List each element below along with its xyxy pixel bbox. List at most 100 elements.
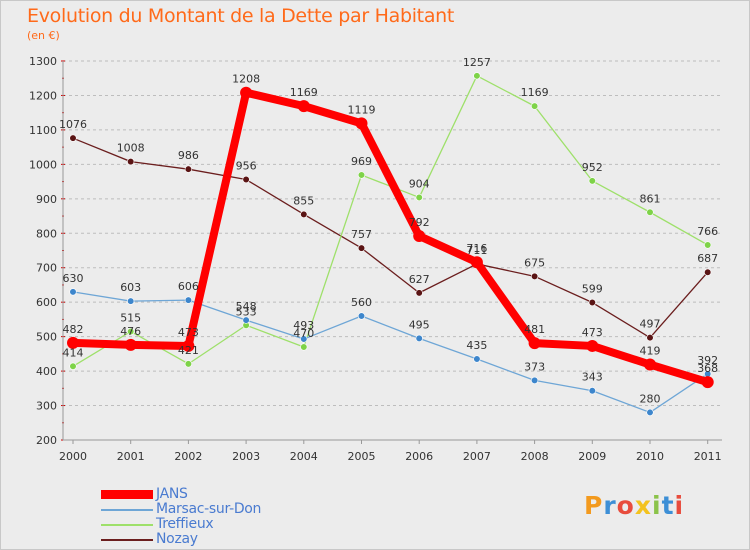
data-point-marsac-sur-don [646,408,654,417]
data-label-jans: 1169 [290,86,318,99]
data-label-treffieux: 421 [178,344,199,357]
y-tick-label: 700 [36,262,57,275]
legend-label-treffieux: Treffieux [156,516,214,532]
data-point-treffieux [415,193,423,202]
data-label-nozay: 675 [524,256,545,269]
data-point-treffieux [530,102,539,110]
x-tick-label: 2010 [636,450,664,463]
data-point-jans [182,339,195,352]
data-label-jans: 473 [582,326,603,339]
y-tick-label: 400 [36,365,57,378]
data-point-nozay [127,158,135,166]
data-label-nozay: 687 [697,252,718,265]
data-point-nozay [588,298,596,307]
data-point-nozay [69,134,77,142]
data-label-nozay: 1076 [59,118,87,131]
data-label-treffieux: 969 [351,155,372,168]
data-label-jans: 1208 [232,73,260,86]
data-point-marsac-sur-don [473,355,481,363]
x-tick-label: 2007 [463,450,491,463]
data-label-treffieux: 904 [409,177,430,190]
data-point-nozay [357,244,366,252]
data-label-treffieux: 1257 [463,56,491,69]
data-label-treffieux: 952 [582,161,603,174]
data-label-jans: 716 [466,242,487,255]
proxiti-logo: Proxiti [584,491,685,520]
data-label-jans: 368 [697,362,718,375]
x-tick-label: 2009 [578,450,606,463]
data-label-jans: 476 [120,325,141,338]
legend-swatch-marsac-sur-don [101,509,153,511]
x-tick-label: 2001 [117,450,145,463]
data-point-jans [644,358,656,371]
data-point-nozay [704,268,712,276]
data-label-nozay: 1008 [117,142,145,155]
data-label-marsac-sur-don: 606 [178,280,199,293]
data-point-marsac-sur-don [127,297,135,305]
y-tick-label: 1200 [29,89,57,102]
legend-swatch-treffieux [101,524,153,526]
data-point-treffieux [127,327,135,336]
data-label-treffieux: 414 [63,346,84,359]
x-tick-label: 2003 [232,450,260,463]
data-label-nozay: 757 [351,228,372,241]
data-label-jans: 481 [524,323,545,336]
y-tick-label: 1000 [29,158,57,171]
y-tick-label: 1100 [29,124,57,137]
y-tick-label: 500 [36,331,57,344]
y-tick-label: 200 [36,434,57,447]
data-label-marsac-sur-don: 493 [293,319,314,332]
data-point-marsac-sur-don [357,312,366,320]
data-point-treffieux [69,362,77,370]
legend-swatch-nozay [101,539,153,541]
data-label-treffieux: 515 [120,311,141,324]
x-tick-label: 2002 [174,450,202,463]
data-point-treffieux [357,171,366,179]
x-tick-label: 2008 [521,450,549,463]
data-point-nozay [530,272,539,280]
data-label-marsac-sur-don: 343 [582,371,603,384]
data-point-jans [470,256,483,269]
data-point-marsac-sur-don [242,316,250,324]
series-line-jans [72,88,709,386]
data-label-jans: 473 [178,326,199,339]
data-point-marsac-sur-don [530,376,539,384]
data-label-nozay: 956 [236,160,257,173]
data-label-marsac-sur-don: 435 [466,339,487,352]
data-label-marsac-sur-don: 392 [697,354,718,367]
data-label-treffieux: 1169 [521,86,549,99]
data-label-treffieux: 533 [236,305,257,318]
data-point-marsac-sur-don [415,334,423,342]
data-point-nozay [184,165,192,173]
data-point-nozay [646,334,654,342]
data-point-jans [124,338,137,351]
data-point-marsac-sur-don [300,335,308,343]
chart-title: Evolution du Montant de la Dette par Hab… [27,5,455,27]
x-tick-label: 2000 [59,450,87,463]
data-label-nozay: 711 [466,244,487,257]
x-tick-label: 2005 [348,450,376,463]
y-tick-label: 600 [36,296,57,309]
data-label-marsac-sur-don: 560 [351,296,372,309]
chart-unit: (en €) [27,29,60,42]
data-point-jans [240,86,253,99]
data-label-treffieux: 470 [293,327,314,340]
data-label-jans: 482 [63,323,84,336]
data-label-nozay: 627 [409,273,430,286]
legend-label-nozay: Nozay [156,531,198,547]
data-label-nozay: 599 [582,283,603,296]
data-point-jans [67,336,79,349]
y-tick-label: 1300 [29,55,57,68]
data-point-treffieux [184,360,192,368]
data-point-marsac-sur-don [588,387,596,395]
data-point-nozay [300,210,308,218]
data-point-nozay [242,175,250,184]
data-label-jans: 419 [640,345,661,358]
data-point-treffieux [588,177,596,185]
data-point-treffieux [300,343,308,351]
legend-label-jans: JANS [156,486,188,502]
x-tick-label: 2006 [405,450,433,463]
data-label-treffieux: 861 [640,192,661,205]
